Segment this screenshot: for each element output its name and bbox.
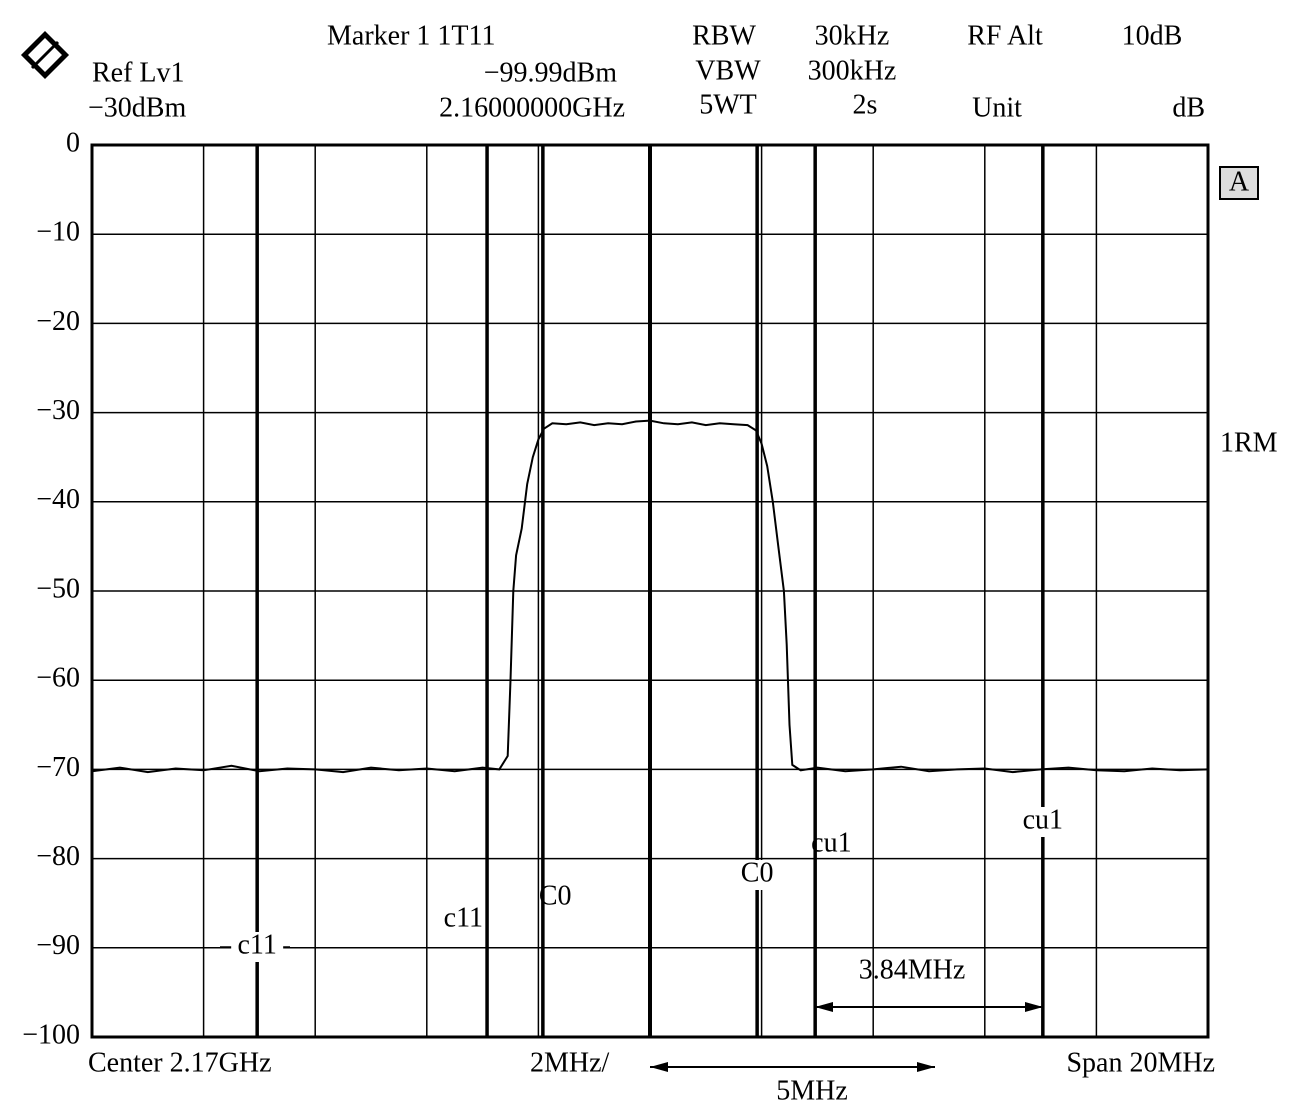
- swt-label: 5WT: [699, 89, 757, 120]
- marker-freq: 2.16000000GHz: [439, 92, 625, 123]
- y-tick-label: −60: [36, 663, 80, 694]
- spacing-arrow: [650, 1062, 935, 1072]
- channel-label: c11: [237, 929, 276, 960]
- screen-box: [1219, 166, 1259, 200]
- rf-label: RF Alt: [967, 20, 1043, 51]
- channel-label: cu1: [1023, 804, 1063, 835]
- unit-value: dB: [1172, 92, 1205, 123]
- rf-value: 10dB: [1122, 20, 1183, 51]
- marker-level: −99.99dBm: [484, 57, 617, 88]
- y-tick-label: −30: [36, 395, 80, 426]
- logo: [20, 30, 70, 80]
- rbw: 30kHz: [815, 20, 890, 51]
- screen-label: A: [1229, 166, 1250, 197]
- per-div-label: 2MHz/: [530, 1047, 610, 1078]
- unit-label: Unit: [972, 92, 1022, 123]
- swt: 2s: [853, 89, 878, 120]
- marker-label: Marker 1 1T11: [327, 20, 495, 51]
- y-tick-label: −80: [36, 841, 80, 872]
- trace-label: 1RM: [1220, 427, 1278, 458]
- y-tick-label: −90: [36, 930, 80, 961]
- label-bg: [1016, 807, 1069, 837]
- rbw-label: RBW: [692, 20, 756, 51]
- bandwidth-label: 3.84MHz: [859, 954, 966, 985]
- y-tick-label: −50: [36, 573, 80, 604]
- ref-level: −30dBm: [88, 92, 186, 123]
- y-tick-label: −70: [36, 752, 80, 783]
- ref-label: Ref Lv1: [92, 57, 185, 88]
- bandwidth-arrow: [815, 1002, 1043, 1012]
- y-tick-label: 0: [66, 127, 80, 158]
- channel-label: C0: [539, 880, 572, 911]
- y-tick-label: −10: [36, 217, 80, 248]
- channel-label: cu1: [811, 827, 851, 858]
- center-label: Center 2.17GHz: [88, 1047, 272, 1078]
- channel-label: C0: [741, 857, 774, 888]
- spacing-label: 5MHz: [776, 1075, 848, 1106]
- label-bg: [731, 860, 784, 890]
- trace: [91, 419, 1209, 774]
- channel-label: c11: [444, 902, 483, 933]
- y-tick-label: −100: [22, 1019, 80, 1050]
- label-bg: [231, 932, 284, 962]
- y-tick-label: −20: [36, 306, 80, 337]
- vbw: 300kHz: [808, 55, 897, 86]
- vbw-label: VBW: [695, 55, 761, 86]
- span-label: Span 20MHz: [1066, 1047, 1215, 1078]
- y-tick-label: −40: [36, 484, 80, 515]
